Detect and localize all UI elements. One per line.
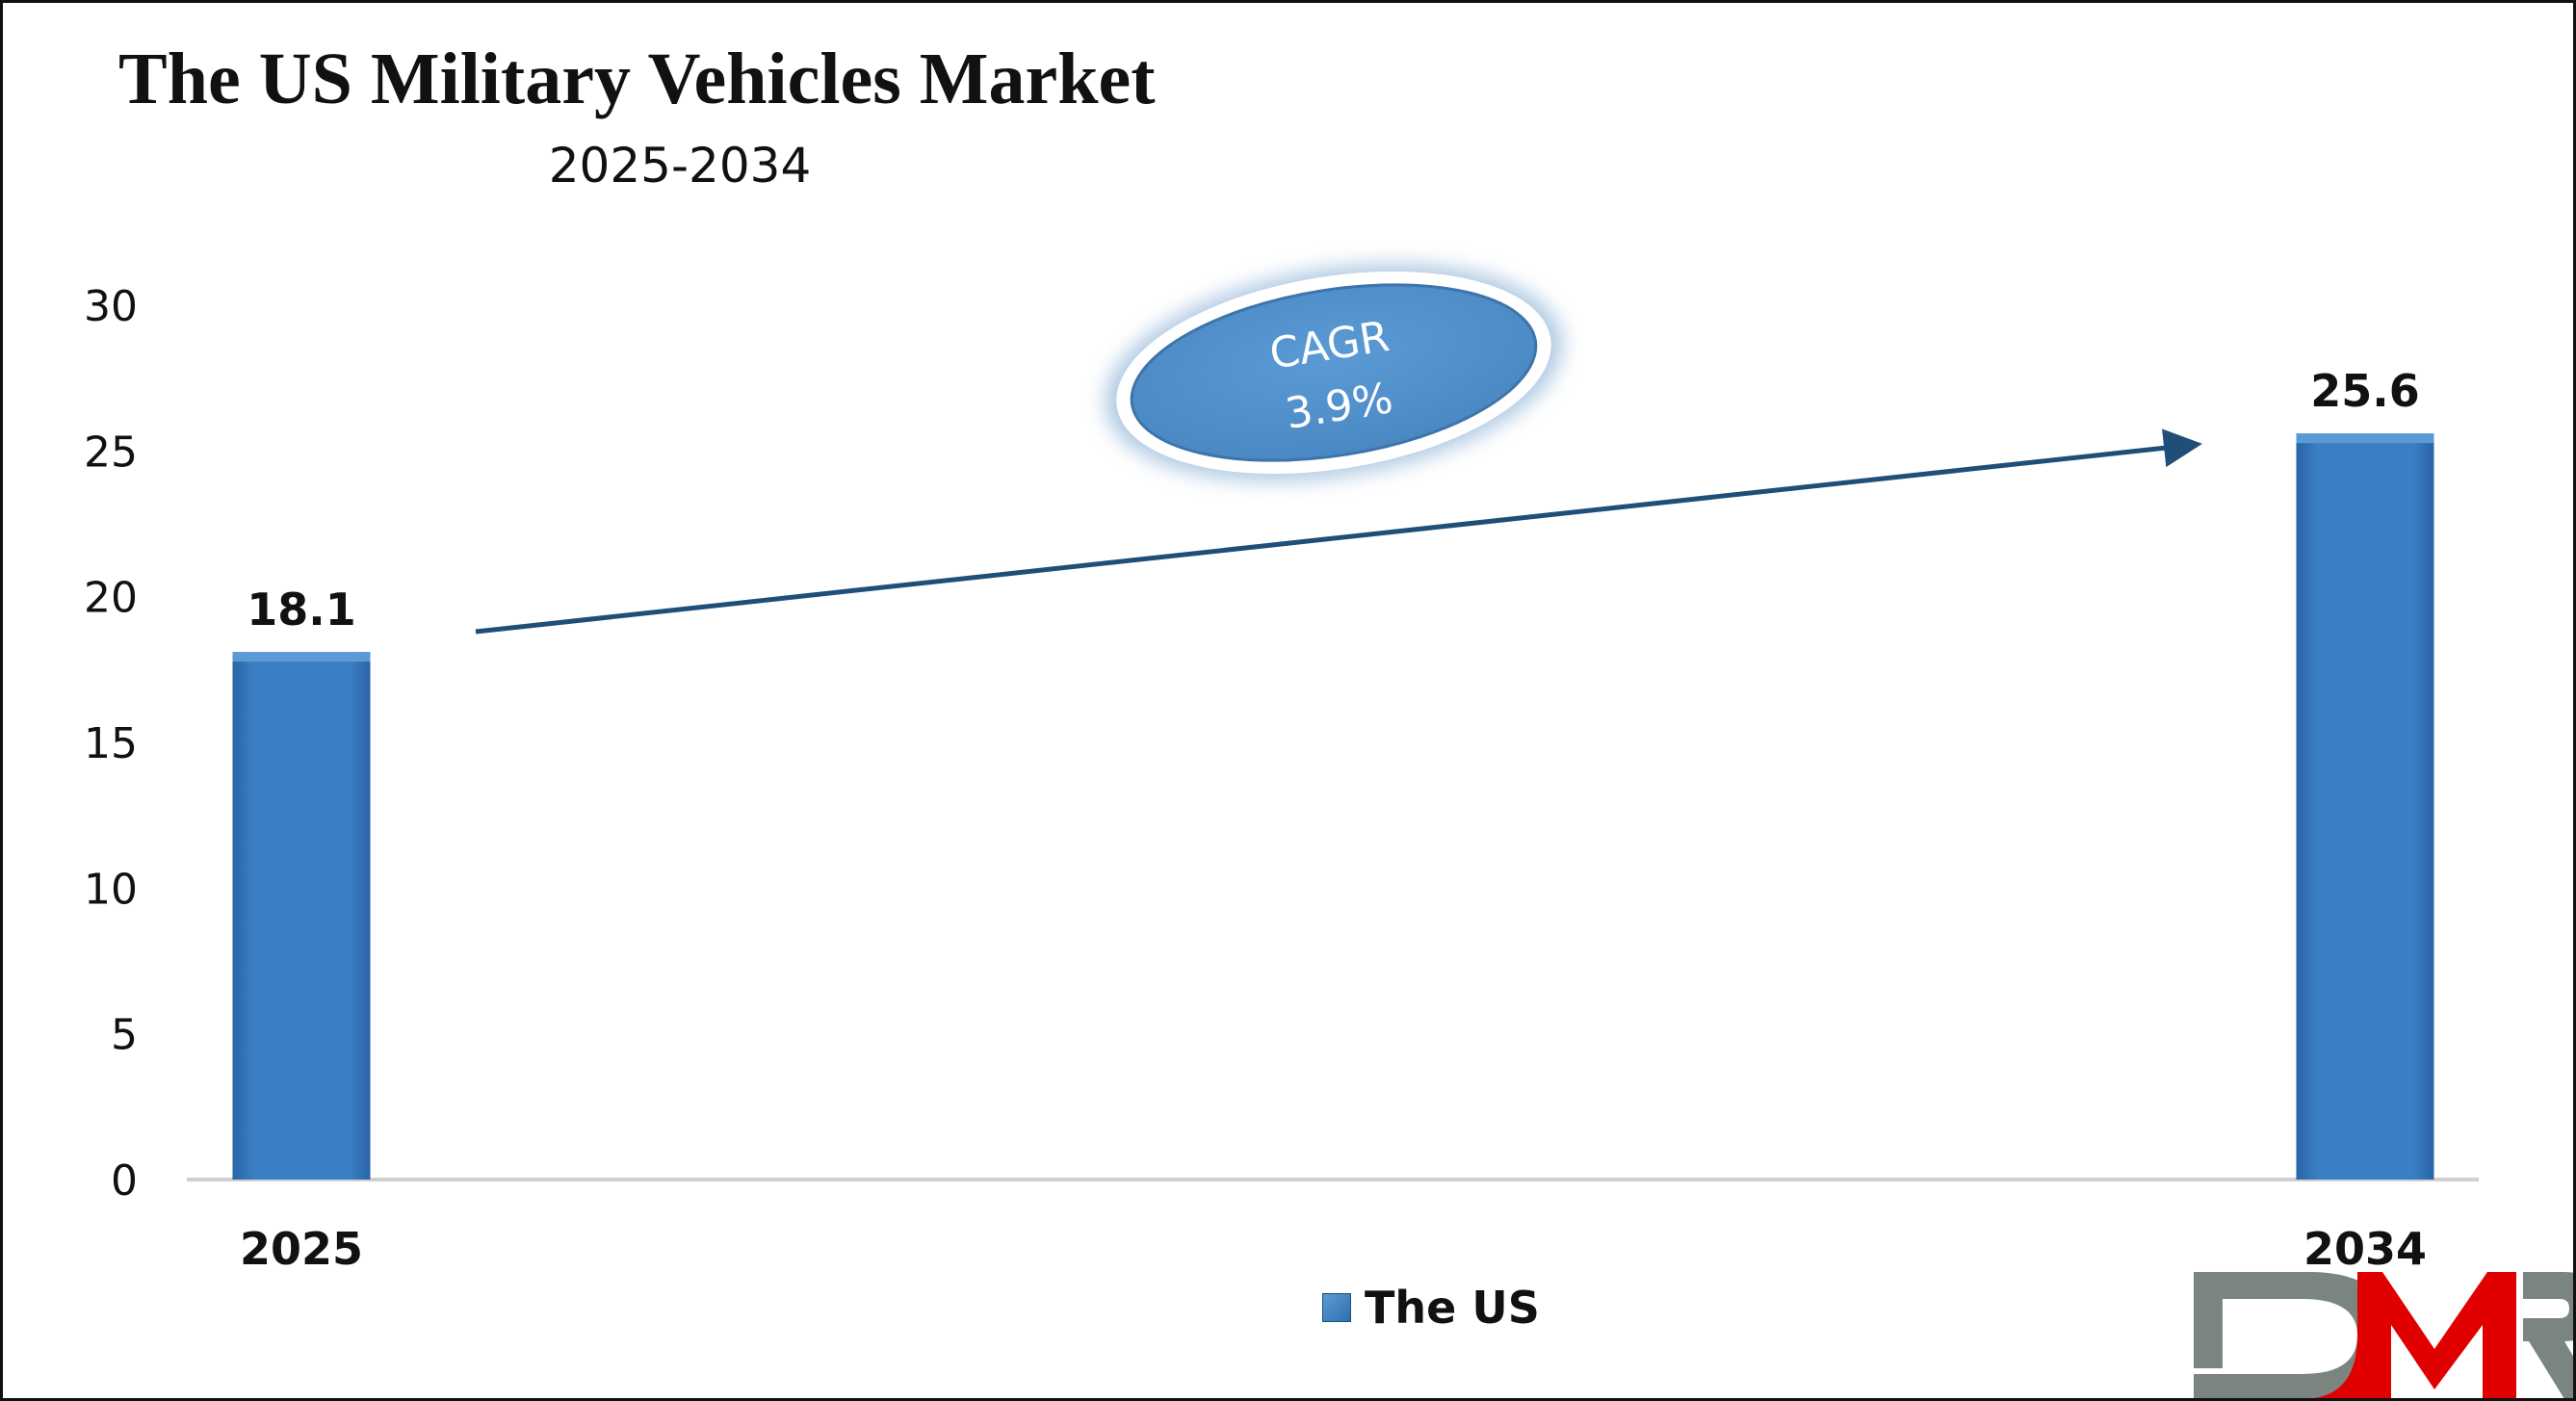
chart-title: The US Military Vehicles Market — [118, 39, 1156, 119]
growth-arrow — [475, 428, 2202, 635]
y-tick-label: 10 — [84, 865, 138, 914]
y-tick-label: 0 — [111, 1156, 138, 1206]
bar-top-bevel — [2296, 433, 2434, 444]
data-label: 18.1 — [247, 584, 356, 636]
bar-2034 — [2296, 433, 2434, 1180]
cagr-badge: CAGR 3.9% — [1105, 263, 1563, 482]
dmr-logo — [2194, 1272, 2573, 1398]
y-tick-label: 25 — [84, 428, 138, 477]
y-tick-label: 5 — [111, 1011, 138, 1060]
y-tick-label: 20 — [84, 574, 138, 623]
legend-swatch-icon — [1322, 1293, 1351, 1322]
y-axis: 0 5 10 15 20 25 30 — [84, 282, 138, 1206]
bars: 18.1 2025 25.6 2034 — [232, 365, 2434, 1275]
y-tick-label: 15 — [84, 719, 138, 768]
bar-top-bevel — [232, 652, 371, 662]
data-label: 25.6 — [2310, 365, 2420, 417]
legend: The US — [1322, 1282, 1540, 1334]
bar-2025 — [232, 652, 371, 1180]
chart-subtitle: 2025-2034 — [548, 138, 812, 194]
x-tick-label: 2034 — [2303, 1223, 2427, 1275]
y-tick-label: 30 — [84, 282, 138, 331]
x-tick-label: 2025 — [240, 1223, 363, 1275]
legend-label: The US — [1365, 1282, 1540, 1334]
